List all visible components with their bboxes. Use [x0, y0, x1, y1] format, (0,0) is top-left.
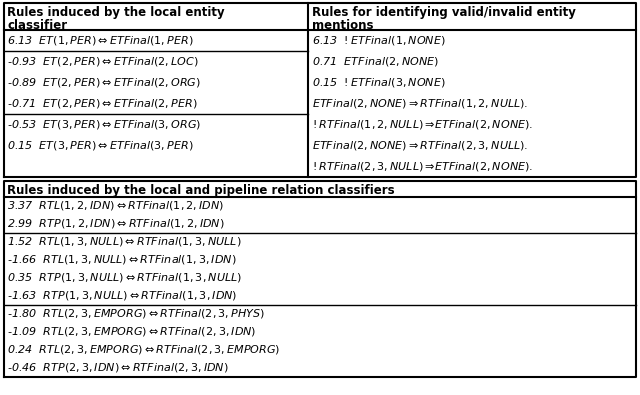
- Text: -0.93  $ET(2,PER) \Leftrightarrow ETFinal(2,LOC)$: -0.93 $ET(2,PER) \Leftrightarrow ETFinal…: [7, 55, 199, 68]
- Text: Rules induced by the local entity: Rules induced by the local entity: [7, 6, 225, 19]
- Text: $ETFinal(2,NONE) \Rightarrow RTFinal(2,3,NULL).$: $ETFinal(2,NONE) \Rightarrow RTFinal(2,3…: [312, 139, 528, 152]
- Text: Rules for identifying valid/invalid entity: Rules for identifying valid/invalid enti…: [312, 6, 576, 19]
- Text: -1.66  $RTL(1,3,NULL) \Leftrightarrow RTFinal(1,3,IDN)$: -1.66 $RTL(1,3,NULL) \Leftrightarrow RTF…: [7, 254, 236, 267]
- Text: -0.46  $RTP(2,3,IDN) \Leftrightarrow RTFinal(2,3,IDN)$: -0.46 $RTP(2,3,IDN) \Leftrightarrow RTFi…: [7, 361, 228, 374]
- Text: 0.24  $RTL(2,3,EMPORG) \Leftrightarrow RTFinal(2,3,EMPORG)$: 0.24 $RTL(2,3,EMPORG) \Leftrightarrow RT…: [7, 344, 280, 357]
- Text: 1.52  $RTL(1,3,NULL) \Leftrightarrow RTFinal(1,3,NULL)$: 1.52 $RTL(1,3,NULL) \Leftrightarrow RTFi…: [7, 235, 241, 248]
- Text: 2.99  $RTP(1,2,IDN) \Leftrightarrow RTFinal(1,2,IDN)$: 2.99 $RTP(1,2,IDN) \Leftrightarrow RTFin…: [7, 218, 225, 231]
- Text: -1.09  $RTL(2,3,EMPORG) \Leftrightarrow RTFinal(2,3,IDN)$: -1.09 $RTL(2,3,EMPORG) \Leftrightarrow R…: [7, 325, 257, 339]
- Text: -0.89  $ET(2,PER) \Leftrightarrow ETFinal(2,ORG)$: -0.89 $ET(2,PER) \Leftrightarrow ETFinal…: [7, 76, 201, 89]
- Text: Rules induced by the local and pipeline relation classifiers: Rules induced by the local and pipeline …: [7, 184, 395, 197]
- Text: classifier: classifier: [7, 19, 67, 32]
- Text: mentions: mentions: [312, 19, 374, 32]
- Text: $ETFinal(2,NONE) \Rightarrow RTFinal(1,2,NULL).$: $ETFinal(2,NONE) \Rightarrow RTFinal(1,2…: [312, 97, 528, 110]
- Text: 6.13  $!ETFinal(1,NONE)$: 6.13 $!ETFinal(1,NONE)$: [312, 34, 445, 47]
- Text: 0.15  $!ETFinal(3,NONE)$: 0.15 $!ETFinal(3,NONE)$: [312, 76, 445, 89]
- Text: -0.71  $ET(2,PER) \Leftrightarrow ETFinal(2,PER)$: -0.71 $ET(2,PER) \Leftrightarrow ETFinal…: [7, 97, 198, 110]
- Text: 0.15  $ET(3,PER) \Leftrightarrow ETFinal(3,PER)$: 0.15 $ET(3,PER) \Leftrightarrow ETFinal(…: [7, 139, 193, 152]
- Text: -0.53  $ET(3,PER) \Leftrightarrow ETFinal(3,ORG)$: -0.53 $ET(3,PER) \Leftrightarrow ETFinal…: [7, 118, 201, 131]
- Text: -1.63  $RTP(1,3,NULL) \Leftrightarrow RTFinal(1,3,IDN)$: -1.63 $RTP(1,3,NULL) \Leftrightarrow RTF…: [7, 290, 237, 303]
- Text: -1.80  $RTL(2,3,EMPORG) \Leftrightarrow RTFinal(2,3,PHYS)$: -1.80 $RTL(2,3,EMPORG) \Leftrightarrow R…: [7, 307, 265, 320]
- Text: 0.35  $RTP(1,3,NULL) \Leftrightarrow RTFinal(1,3,NULL)$: 0.35 $RTP(1,3,NULL) \Leftrightarrow RTFi…: [7, 271, 242, 284]
- Text: 0.71  $ETFinal(2,NONE)$: 0.71 $ETFinal(2,NONE)$: [312, 55, 439, 68]
- Text: $!RTFinal(2,3,NULL) \Rightarrow\!ETFinal(2,NONE).$: $!RTFinal(2,3,NULL) \Rightarrow\!ETFinal…: [312, 160, 533, 173]
- Text: 3.37  $RTL(1,2,IDN) \Leftrightarrow RTFinal(1,2,IDN)$: 3.37 $RTL(1,2,IDN) \Leftrightarrow RTFin…: [7, 199, 224, 213]
- Text: $!RTFinal(1,2,NULL) \Rightarrow\!ETFinal(2,NONE).$: $!RTFinal(1,2,NULL) \Rightarrow\!ETFinal…: [312, 118, 533, 131]
- Text: 6.13  $ET(1,PER) \Leftrightarrow ETFinal(1,PER)$: 6.13 $ET(1,PER) \Leftrightarrow ETFinal(…: [7, 34, 193, 47]
